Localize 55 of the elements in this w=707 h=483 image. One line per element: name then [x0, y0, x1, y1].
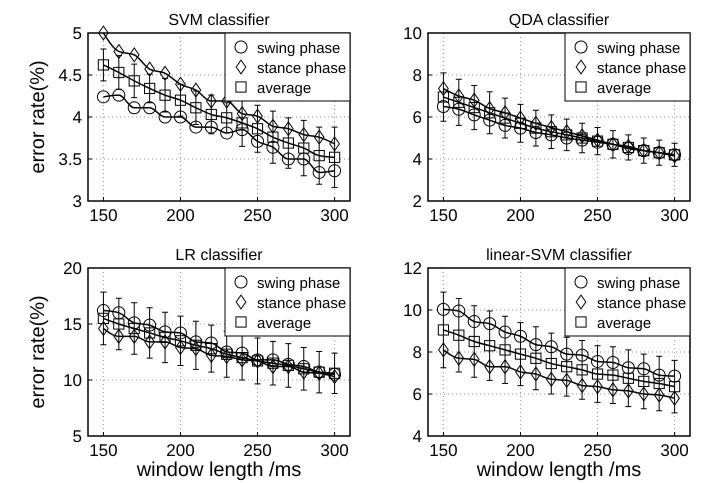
y-tick-label: 5	[72, 427, 82, 446]
legend-label: swing phase	[597, 40, 680, 57]
x-tick-label: 250	[243, 441, 272, 460]
y-axis-title: error rate(%)	[27, 60, 49, 174]
chart-title: SVM classifier	[168, 12, 270, 29]
legend-label: average	[597, 80, 652, 97]
y-tick-label: 3.5	[58, 150, 82, 169]
y-tick-label: 4	[412, 427, 422, 446]
x-axis-title: window length /ms	[136, 459, 302, 481]
x-tick-label: 300	[660, 441, 689, 460]
x-tick-label: 200	[506, 206, 535, 225]
legend-label: swing phase	[257, 40, 340, 57]
y-tick-label: 12	[403, 259, 422, 278]
chart-title: LR classifier	[175, 247, 264, 264]
y-axis-title: error rate(%)	[27, 295, 49, 409]
y-tick-label: 10	[63, 371, 82, 390]
y-tick-label: 4.5	[58, 66, 82, 85]
y-tick-label: 8	[412, 343, 422, 362]
x-tick-label: 150	[429, 441, 458, 460]
x-tick-label: 250	[243, 206, 272, 225]
legend-label: stance phase	[597, 295, 686, 312]
y-tick-label: 15	[63, 315, 82, 334]
y-tick-label: 10	[403, 301, 422, 320]
x-axis-title: window length /ms	[476, 459, 642, 481]
y-tick-label: 20	[63, 259, 82, 278]
legend-label: swing phase	[257, 275, 340, 292]
x-tick-label: 300	[660, 206, 689, 225]
y-tick-label: 8	[412, 66, 422, 85]
x-tick-label: 200	[166, 206, 195, 225]
y-tick-label: 2	[412, 192, 422, 211]
x-tick-label: 250	[583, 441, 612, 460]
x-tick-label: 200	[166, 441, 195, 460]
legend-label: swing phase	[597, 275, 680, 292]
y-tick-label: 4	[412, 150, 422, 169]
x-tick-label: 200	[506, 441, 535, 460]
x-tick-label: 150	[89, 206, 118, 225]
x-tick-label: 150	[429, 206, 458, 225]
x-tick-label: 150	[89, 441, 118, 460]
chart-title: linear-SVM classifier	[486, 247, 633, 264]
x-tick-label: 250	[583, 206, 612, 225]
legend-label: stance phase	[257, 295, 346, 312]
y-tick-label: 3	[72, 192, 82, 211]
chart-title: QDA classifier	[508, 12, 610, 29]
legend-label: average	[597, 315, 652, 332]
y-tick-label: 6	[412, 108, 422, 127]
x-tick-label: 300	[320, 206, 349, 225]
y-tick-label: 10	[403, 24, 422, 43]
y-tick-label: 6	[412, 385, 422, 404]
y-tick-label: 4	[72, 108, 82, 127]
legend-label: average	[257, 315, 312, 332]
legend-label: stance phase	[257, 60, 346, 77]
x-tick-label: 300	[320, 441, 349, 460]
y-tick-label: 5	[72, 24, 82, 43]
legend-label: stance phase	[597, 60, 686, 77]
legend-label: average	[257, 80, 312, 97]
